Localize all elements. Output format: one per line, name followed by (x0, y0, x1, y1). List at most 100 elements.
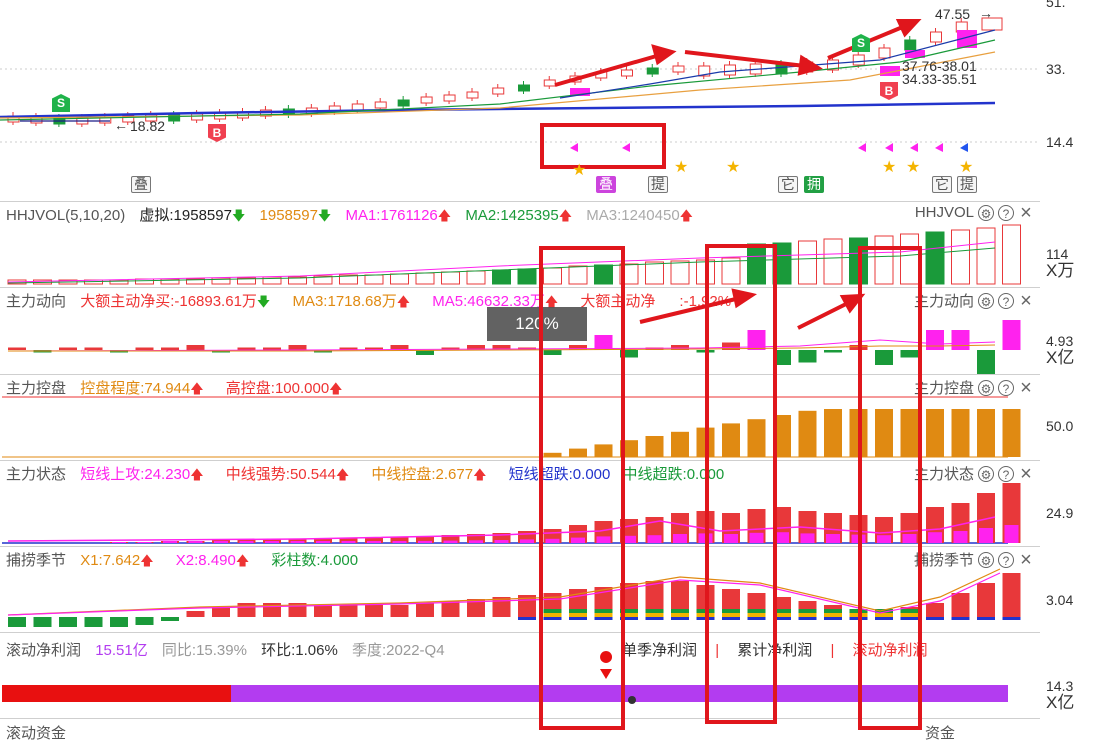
season-band (543, 613, 562, 617)
main-state-panel: 主力状态 短线上攻:24.230🡅 中线强势:50.544🡅 中线控盘:2.67… (0, 460, 1040, 547)
season-band (926, 617, 944, 620)
fund-right-title: 资金 (925, 725, 956, 742)
help-icon[interactable]: ? (998, 379, 1014, 396)
buy-signal-icon: B (208, 124, 226, 142)
flow-bar (59, 347, 77, 350)
arrow-up-icon: 🡅 (335, 467, 350, 482)
state-bar-inner (188, 541, 203, 543)
close-icon[interactable]: × (1020, 201, 1032, 224)
state-bar (365, 537, 383, 543)
virtual-volume: 虚拟:1958597 (139, 207, 232, 224)
flow-ma5: MA5:4663 (432, 293, 501, 310)
flow-axis-unit: X亿 (1046, 348, 1075, 367)
close-icon[interactable]: × (1020, 376, 1032, 399)
state-bar-inner (137, 542, 152, 543)
season-bar (441, 601, 460, 617)
candle-body (397, 99, 410, 107)
volume-bar (925, 231, 945, 285)
settings-icon[interactable]: ⚙ (978, 204, 994, 221)
season-band (900, 609, 919, 613)
candle-body (351, 103, 364, 111)
signal-flags (570, 143, 943, 152)
state-bar-inner (316, 541, 330, 543)
flow-bar (900, 350, 919, 358)
close-icon[interactable]: × (1020, 462, 1032, 485)
state-panel-controls: 主力状态 ⚙ ? × (914, 463, 1034, 484)
flow-bar (237, 347, 256, 350)
arrow-up-icon: 🡅 (437, 208, 452, 223)
control-bar (671, 431, 689, 457)
state-bar-inner (341, 541, 356, 543)
badge-other: 它 (778, 176, 798, 193)
season-band (900, 617, 919, 620)
tab-divider: | (830, 642, 835, 659)
arrow-up-icon: 🡅 (190, 467, 204, 482)
season-chart (7, 568, 1021, 627)
help-icon[interactable]: ? (998, 292, 1014, 309)
volume-panel: HHJVOL(5,10,20) 虚拟:1958597🡇 1958597🡇 MA1… (0, 201, 1040, 288)
tab-single-quarter-profit[interactable]: 单季净利润 (622, 642, 698, 659)
candle-body (543, 79, 556, 87)
control-bar (543, 452, 562, 457)
control-bar (722, 423, 740, 457)
volume-bar (339, 274, 358, 285)
season-band (696, 609, 715, 613)
help-icon[interactable]: ? (998, 465, 1014, 482)
state-bar-inner (647, 535, 662, 543)
control-degree: 控盘程度:74.944 (80, 380, 191, 397)
candle-body (981, 17, 1003, 31)
season-band (543, 609, 562, 613)
badge-lift-2: 提 (957, 176, 977, 193)
settings-icon[interactable]: ⚙ (978, 292, 994, 309)
control-bar (569, 448, 587, 457)
flow-bar (543, 350, 562, 355)
state-bar-inner (418, 540, 432, 543)
settings-icon[interactable]: ⚙ (978, 551, 994, 568)
flow-bar (849, 345, 868, 350)
season-band (620, 617, 638, 620)
season-band (1002, 617, 1021, 620)
volume-bar (747, 243, 766, 285)
help-icon[interactable]: ? (998, 551, 1014, 568)
season-band (798, 613, 817, 617)
state-bar-inner (239, 541, 254, 543)
volume-bar (900, 233, 919, 285)
control-bar (747, 419, 766, 457)
help-icon[interactable]: ? (998, 204, 1014, 221)
volume-title: HHJVOL(5,10,20) (6, 207, 126, 224)
candle-highlight (880, 66, 900, 76)
flow-panel-controls: 主力动向 ⚙ ? × (914, 290, 1034, 311)
state-bar-inner (851, 534, 866, 543)
arrow-up-icon: 🡅 (396, 294, 411, 309)
settings-icon[interactable]: ⚙ (978, 379, 994, 396)
price-chart: ★ ★ ★ ★ ★ ★ (0, 17, 1040, 179)
season-bar (416, 603, 434, 617)
season-bar (33, 617, 52, 627)
season-bar (237, 603, 256, 617)
arrow-up-icon: 🡅 (329, 381, 343, 396)
flow-bar (416, 350, 434, 355)
volume-bar (288, 276, 307, 285)
state-bar-inner (698, 533, 713, 543)
arrow-up-icon: 🡅 (235, 553, 250, 568)
candle-body (374, 101, 387, 109)
season-band (620, 609, 638, 613)
flow-axis-value: 4.93 (1046, 333, 1074, 349)
control-bar (875, 409, 893, 457)
season-band (569, 609, 587, 613)
close-icon[interactable]: × (1020, 289, 1032, 312)
flow-axis: 4.93 X亿 (1046, 333, 1074, 367)
badge-overlap: 叠 (131, 176, 151, 193)
flow-ma5-tail: 2.33万 (500, 293, 545, 310)
fund-title: 滚动资金 (6, 725, 67, 742)
flow-bar (875, 350, 893, 365)
settings-icon[interactable]: ⚙ (978, 465, 994, 482)
flow-bar (696, 350, 715, 353)
season-bar (161, 617, 179, 621)
control-bar (696, 427, 715, 457)
control-right-title: 主力控盘 (913, 380, 974, 397)
season-band (671, 609, 689, 613)
season-band (518, 617, 536, 620)
season-band (620, 613, 638, 617)
close-icon[interactable]: × (1020, 548, 1032, 571)
